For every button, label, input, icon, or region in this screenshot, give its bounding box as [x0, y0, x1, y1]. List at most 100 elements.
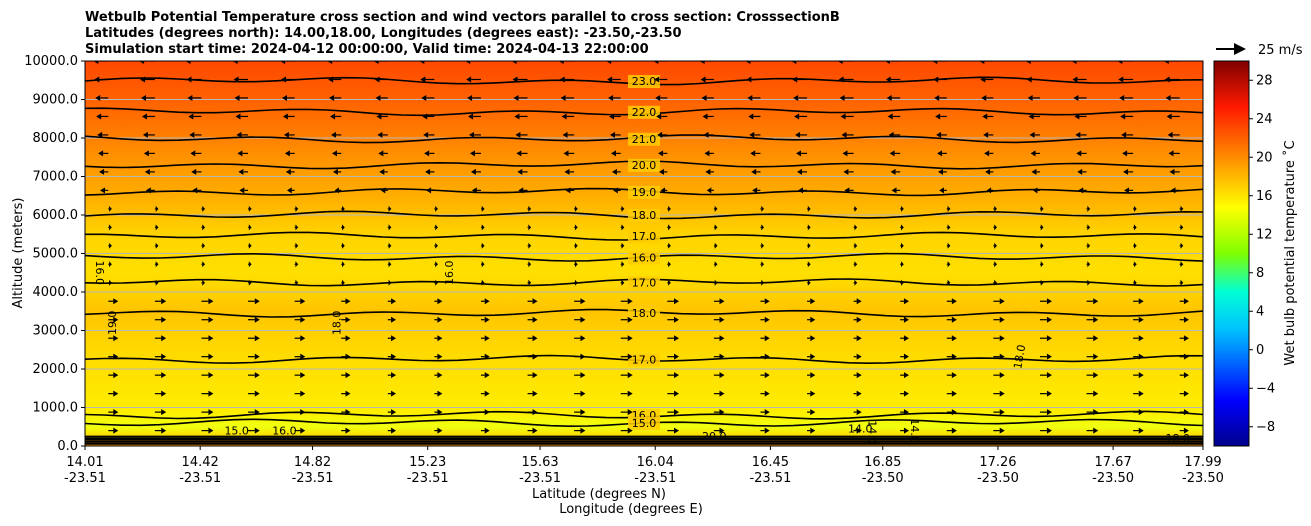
wind-vector-head: [714, 279, 718, 286]
x-tick-label-lon: -23.51: [179, 471, 221, 486]
wind-vector-head: [574, 242, 578, 249]
wind-vector-head: [903, 409, 909, 416]
x-tick-label-lat: 16.85: [864, 455, 901, 470]
wind-vector-head: [1046, 372, 1052, 379]
wind-vector-head: [113, 409, 119, 416]
wind-vector-head: [426, 187, 432, 194]
wind-vector-head: [1133, 224, 1137, 231]
wind-vector-head: [810, 427, 816, 434]
wind-vector-head: [374, 76, 380, 83]
wind-vector-head: [141, 113, 147, 120]
wind-vector-head: [901, 242, 904, 249]
wind-vector-head: [285, 168, 291, 175]
wind-vector-head: [1120, 113, 1126, 120]
wind-vector-head: [1168, 150, 1174, 157]
wind-vector-head: [295, 242, 299, 249]
wind-vector-head: [701, 94, 707, 101]
wind-vector-head: [113, 316, 119, 323]
wind-vector-head: [532, 316, 538, 323]
wind-vector-head: [574, 279, 578, 286]
wind-vector-head: [764, 298, 770, 305]
wind-vector-head: [295, 205, 299, 212]
wind-vector-head: [655, 94, 661, 101]
wind-vector-head: [437, 353, 443, 360]
wind-vector-head: [627, 427, 633, 434]
wind-vector-head: [1180, 224, 1184, 231]
colorbar-tick-label: 12: [1256, 227, 1273, 242]
x-tick-label-lat: 14.01: [66, 455, 103, 470]
y-tick-label: 9000.0: [33, 93, 79, 108]
wind-vector-head: [746, 76, 752, 83]
wind-vector-head: [807, 261, 811, 268]
wind-vector-head: [903, 390, 909, 397]
wind-vector-head: [481, 224, 485, 231]
wind-vector-head: [155, 205, 159, 212]
contour-label-background: [628, 251, 660, 265]
wind-vector-head: [574, 205, 578, 212]
wind-vector-head: [810, 353, 816, 360]
wind-vector-head: [300, 372, 306, 379]
wind-vector-head: [94, 76, 100, 83]
wind-vector-head: [391, 316, 397, 323]
wind-vector-head: [113, 298, 119, 305]
wind-vector-head: [564, 168, 570, 175]
wind-vector-head: [951, 298, 957, 305]
contour-extra-label: 15.0: [224, 424, 249, 437]
wind-vector-head: [109, 224, 112, 231]
wind-vector-head: [532, 409, 538, 416]
wind-vector-head: [674, 372, 680, 379]
wind-vector-head: [1046, 427, 1052, 434]
colorbar-tick-label: 16: [1256, 189, 1273, 204]
wind-vector-head: [761, 205, 765, 212]
wind-vector-head: [332, 168, 338, 175]
wind-vector-head: [300, 335, 306, 342]
wind-vector-head: [99, 168, 105, 175]
wind-vector-head: [559, 76, 565, 83]
wind-vector-head: [532, 390, 538, 397]
wind-vector-head: [1180, 205, 1184, 212]
wind-vector-head: [714, 261, 718, 268]
wind-vector-head: [1138, 372, 1144, 379]
x-tick-label-lat: 15.63: [521, 455, 558, 470]
wind-vector-head: [286, 187, 292, 194]
wind-vector-head: [161, 353, 167, 360]
wind-vector-head: [999, 335, 1005, 342]
y-tick-label: 6000.0: [33, 208, 79, 223]
wind-vector-head: [300, 427, 306, 434]
wind-vector-head: [1046, 298, 1052, 305]
contour-label-background: [628, 307, 660, 321]
wind-vector-head: [947, 224, 951, 231]
wind-vector-head: [985, 168, 991, 175]
wind-vector-head: [844, 187, 850, 194]
wind-vector-head: [514, 113, 520, 120]
wind-vector-head: [481, 279, 485, 286]
wind-vector-head: [528, 279, 532, 286]
wind-vector-head: [284, 150, 290, 157]
wind-vector-head: [421, 94, 427, 101]
wind-vector-head: [668, 261, 671, 268]
wind-vector-head: [1078, 187, 1084, 194]
wind-vector-head: [884, 61, 890, 64]
wind-vector-head: [425, 168, 431, 175]
wind-vector-head: [668, 242, 671, 249]
wind-vector-head: [752, 187, 758, 194]
wind-vector-head: [621, 279, 625, 286]
wind-vector-head: [580, 372, 586, 379]
wind-vector-head: [254, 427, 260, 434]
wind-vector-head: [719, 335, 725, 342]
wind-vector-head: [901, 261, 904, 268]
colorbar-tick-label: 4: [1256, 304, 1264, 319]
wind-vector-head: [1133, 261, 1137, 268]
colorbar-gradient: [1213, 60, 1250, 447]
wind-vector-head: [1138, 409, 1144, 416]
wind-vector-head: [703, 131, 709, 138]
wind-vector-head: [627, 298, 633, 305]
x-tick-label-lon: -23.50: [977, 471, 1019, 486]
wind-vector-head: [233, 76, 239, 83]
wind-vector-head: [1032, 187, 1038, 194]
wind-vector-head: [388, 205, 392, 212]
wind-vector-head: [329, 94, 335, 101]
wind-vector-head: [933, 76, 939, 83]
wind-vector-head: [1087, 205, 1091, 212]
